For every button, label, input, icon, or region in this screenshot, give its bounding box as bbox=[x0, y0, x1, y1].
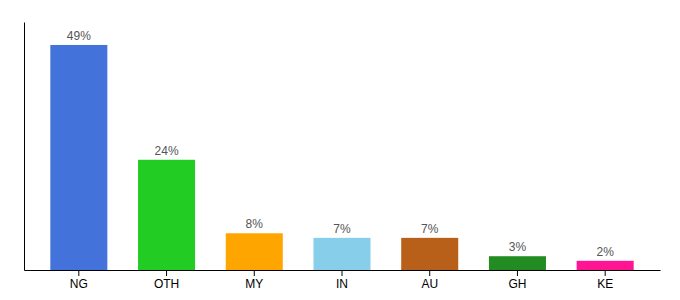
x-tick-mark bbox=[605, 270, 606, 276]
y-axis-line bbox=[24, 23, 25, 271]
data-label: 7% bbox=[421, 222, 439, 236]
x-tick-mark bbox=[342, 270, 343, 276]
bar bbox=[138, 160, 195, 270]
y-axis bbox=[24, 23, 25, 271]
bar bbox=[577, 261, 634, 270]
x-tick-mark bbox=[254, 270, 255, 276]
x-tick-label: KE bbox=[597, 277, 613, 291]
bar bbox=[489, 256, 546, 270]
x-tick-label: MY bbox=[245, 277, 263, 291]
data-label: 3% bbox=[509, 240, 527, 254]
x-tick-mark bbox=[517, 270, 518, 276]
x-tick: AU bbox=[421, 270, 438, 291]
x-axis: NG OTH MY IN AU GH KE bbox=[25, 270, 661, 291]
chart: NG OTH MY IN AU GH KE 49% 24% 8% 7% 7% 3% 2% bbox=[0, 0, 680, 300]
x-tick: IN bbox=[336, 270, 348, 291]
bar bbox=[313, 238, 370, 270]
x-tick: KE bbox=[597, 270, 613, 291]
x-tick-label: OTH bbox=[154, 277, 179, 291]
data-label: 7% bbox=[333, 222, 351, 236]
bars bbox=[50, 45, 633, 270]
x-tick-mark bbox=[166, 270, 167, 276]
x-tick-label: GH bbox=[508, 277, 526, 291]
x-tick-label: NG bbox=[70, 277, 88, 291]
x-tick: NG bbox=[70, 270, 88, 291]
bar bbox=[50, 45, 107, 270]
plot: NG OTH MY IN AU GH KE 49% 24% 8% 7% 7% 3% 2% bbox=[25, 23, 661, 291]
x-tick-label: AU bbox=[421, 277, 438, 291]
bar bbox=[401, 238, 458, 270]
x-tick: GH bbox=[508, 270, 526, 291]
data-labels: 49% 24% 8% 7% 7% 3% 2% bbox=[67, 29, 614, 259]
x-tick-mark bbox=[78, 270, 79, 276]
data-label: 2% bbox=[597, 245, 615, 259]
x-tick-mark bbox=[429, 270, 430, 276]
x-tick: MY bbox=[245, 270, 263, 291]
bar bbox=[226, 233, 283, 270]
data-label: 49% bbox=[67, 29, 91, 43]
data-label: 8% bbox=[246, 217, 264, 231]
data-label: 24% bbox=[155, 144, 179, 158]
x-tick-label: IN bbox=[336, 277, 348, 291]
x-tick: OTH bbox=[154, 270, 179, 291]
